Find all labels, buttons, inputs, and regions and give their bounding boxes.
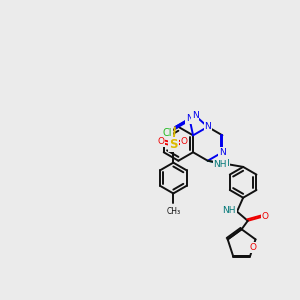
Text: O: O xyxy=(181,137,188,146)
Text: O: O xyxy=(158,137,164,146)
Text: CH₃: CH₃ xyxy=(166,207,180,216)
Text: Cl: Cl xyxy=(163,128,172,138)
Text: N: N xyxy=(204,122,211,131)
Text: S: S xyxy=(169,138,178,151)
Text: NH: NH xyxy=(214,160,227,169)
Text: N: N xyxy=(219,148,226,157)
Text: O: O xyxy=(262,212,269,221)
Text: H: H xyxy=(222,159,229,168)
Text: N: N xyxy=(218,162,225,171)
Text: N: N xyxy=(186,114,193,123)
Text: NH: NH xyxy=(223,206,236,214)
Text: N: N xyxy=(192,111,199,120)
Text: O: O xyxy=(249,243,256,252)
